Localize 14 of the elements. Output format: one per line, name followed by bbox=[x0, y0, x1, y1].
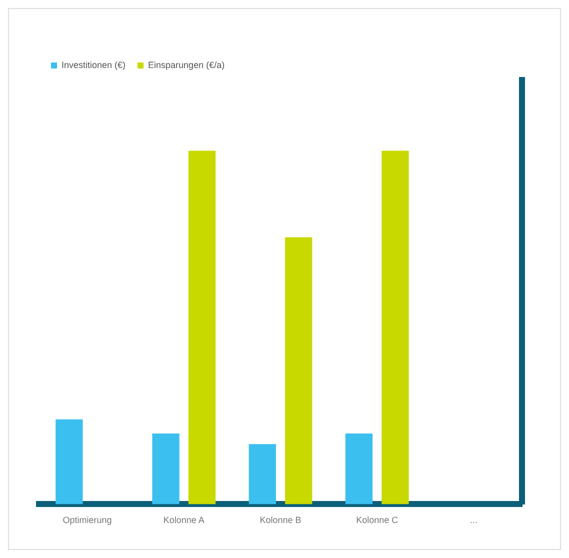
bar bbox=[285, 237, 312, 504]
bar bbox=[382, 150, 409, 504]
legend-label: Einsparungen (€/a) bbox=[148, 60, 225, 70]
bar bbox=[345, 434, 373, 504]
x-tick-label: Optimierung bbox=[62, 515, 112, 526]
bar bbox=[152, 434, 180, 504]
bar bbox=[248, 444, 276, 504]
x-tick-label: Kolonne A bbox=[163, 515, 204, 526]
x-tick-label: Kolonne C bbox=[356, 515, 399, 526]
x-tick-label: ... bbox=[470, 515, 478, 526]
bar bbox=[188, 150, 216, 504]
bar bbox=[56, 419, 83, 504]
legend-label: Investitionen (€) bbox=[62, 60, 126, 70]
x-tick-label: Kolonne B bbox=[260, 515, 302, 526]
